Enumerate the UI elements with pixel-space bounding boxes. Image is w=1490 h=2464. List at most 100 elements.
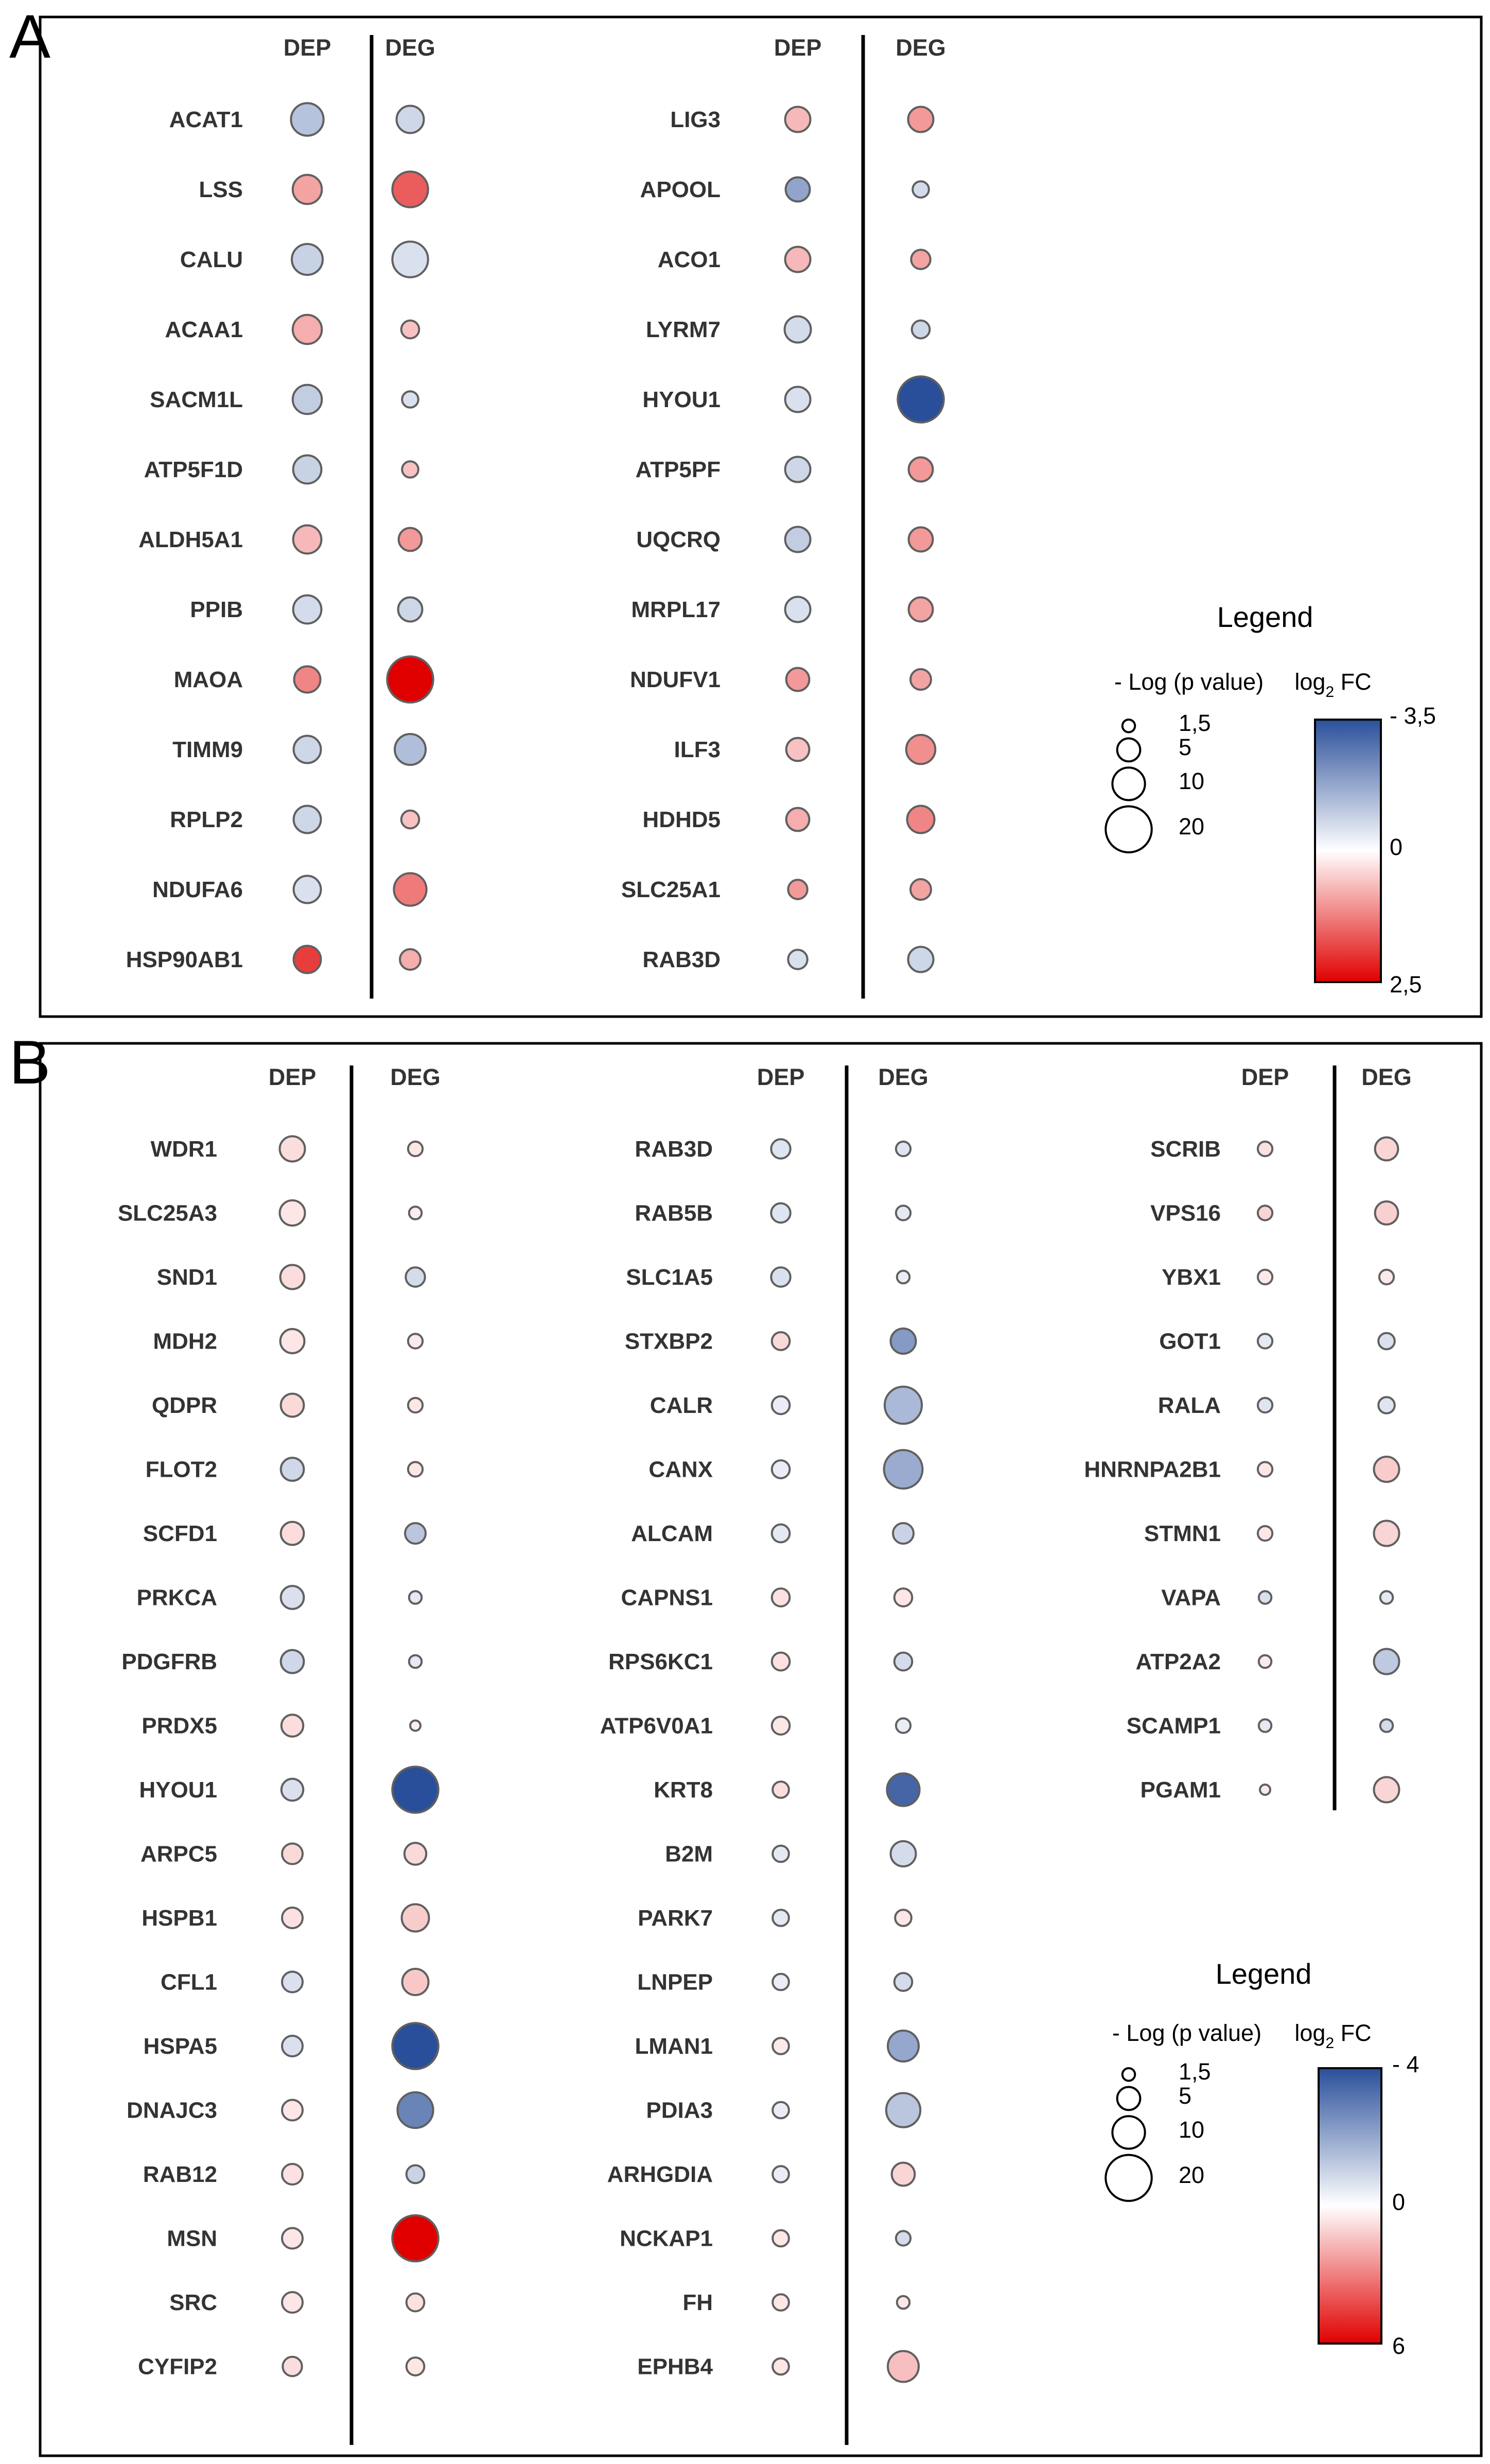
gene-label: PDGFRB <box>121 1649 217 1674</box>
deg-bubble <box>405 1266 426 1288</box>
dep-bubble <box>785 807 811 832</box>
gene-label: TIMM9 <box>172 737 243 762</box>
gene-label: MSN <box>167 2226 217 2251</box>
dep-bubble <box>770 1459 791 1479</box>
deg-bubble <box>1379 1718 1394 1733</box>
gene-group: DEP DEG ACAT1 LSS CALU ACAA1 SACM1L ATP5F1D ALDH… <box>126 34 435 999</box>
dep-bubble <box>770 1523 791 1544</box>
gene-label: LSS <box>199 177 243 202</box>
dep-bubble <box>293 665 322 694</box>
dep-bubble <box>787 879 809 900</box>
legend-color-bar <box>1318 2067 1382 2345</box>
column-header-dep: DEP <box>284 34 331 61</box>
deg-bubble <box>405 2356 426 2376</box>
deg-bubble <box>893 1651 914 1672</box>
gene-label: RPS6KC1 <box>608 1649 713 1674</box>
deg-bubble <box>401 1968 430 1996</box>
gene-label: NDUFV1 <box>630 667 721 692</box>
deg-bubble <box>907 526 934 553</box>
deg-bubble <box>1374 1136 1399 1162</box>
gene-label: PRKCA <box>137 1585 217 1611</box>
dep-bubble <box>783 315 812 344</box>
legend: Legend - Log (p value) 1,55 10 20 log2 FC - 3,… <box>1105 601 1436 998</box>
dep-bubble <box>772 2037 790 2055</box>
gene-label: STMN1 <box>1144 1521 1221 1546</box>
deg-bubble <box>907 946 935 973</box>
deg-bubble <box>893 1587 914 1607</box>
deg-bubble <box>895 2230 912 2247</box>
dep-bubble <box>1256 1204 1274 1221</box>
dep-bubble <box>281 2099 304 2122</box>
deg-bubble <box>897 375 945 424</box>
deg-bubble <box>910 319 931 340</box>
dep-bubble <box>279 1585 305 1610</box>
gene-label: EPHB4 <box>637 2354 713 2380</box>
dep-bubble <box>772 1909 790 1927</box>
gene-label: PPIB <box>190 597 243 622</box>
dep-bubble <box>1256 1461 1274 1478</box>
deg-bubble <box>895 1717 912 1734</box>
gene-label: ACO1 <box>658 247 721 272</box>
deg-bubble <box>907 106 935 133</box>
deg-bubble <box>895 1204 912 1221</box>
deg-bubble <box>401 460 419 479</box>
legend-size-title: - Log (p value) <box>1112 2020 1261 2046</box>
legend-size-label: 1,5 <box>1179 2058 1211 2085</box>
gene-label: NDUFA6 <box>152 877 243 902</box>
gene-label: LYRM7 <box>646 317 721 342</box>
panel-b-chart: DEP DEG WDR1 SLC25A3 SND1 MDH2 QDPR FLOT2 SCFD1 P… <box>118 1064 1419 2445</box>
dep-bubble <box>279 1457 305 1482</box>
gene-label: CANX <box>648 1457 713 1482</box>
dep-bubble <box>770 1716 791 1736</box>
gene-label: RAB12 <box>143 2162 217 2187</box>
deg-bubble <box>1379 1590 1394 1605</box>
dep-bubble <box>772 2101 790 2120</box>
gene-label: HDHD5 <box>642 807 721 832</box>
gene-label: PDIA3 <box>646 2098 713 2123</box>
dep-bubble <box>784 456 812 483</box>
deg-bubble <box>391 240 429 278</box>
gene-label: RALA <box>1158 1393 1221 1418</box>
dep-bubble <box>291 243 324 276</box>
dep-bubble <box>770 1651 791 1672</box>
legend-size-label: 10 <box>1179 2117 1204 2143</box>
deg-bubble <box>407 1461 424 1478</box>
dep-bubble <box>282 2355 303 2378</box>
gene-label: WDR1 <box>150 1137 217 1162</box>
gene-label: SCAMP1 <box>1127 1714 1221 1739</box>
legend: Legend - Log (p value) 1,55 10 20 log2 FC - 4 0… <box>1105 1958 1419 2359</box>
deg-bubble <box>400 809 420 830</box>
dep-bubble <box>291 313 323 345</box>
dep-bubble <box>772 1972 790 1991</box>
panel-letter-b: B <box>9 1028 50 1097</box>
legend-size-bubble <box>1121 719 1136 733</box>
deg-bubble <box>407 1396 424 1414</box>
deg-bubble <box>408 1205 423 1220</box>
legend-title: Legend <box>1216 1958 1312 1990</box>
dep-bubble <box>292 805 322 834</box>
legend-size-title: - Log (p value) <box>1114 669 1264 695</box>
deg-bubble <box>893 1972 914 1992</box>
gene-label: HYOU1 <box>139 1777 217 1803</box>
gene-label: HNRNPA2B1 <box>1084 1457 1221 1482</box>
legend-size-label: 10 <box>1179 768 1204 794</box>
dep-bubble <box>279 1392 305 1418</box>
dep-bubble <box>281 2163 304 2186</box>
deg-bubble <box>391 1766 440 1814</box>
deg-bubble <box>405 2292 426 2313</box>
gene-label: LNPEP <box>637 1970 713 1995</box>
legend-color-label: 2,5 <box>1390 971 1422 998</box>
dep-bubble <box>279 1521 305 1546</box>
legend-color-label: 6 <box>1392 2333 1405 2359</box>
deg-bubble <box>404 1522 427 1545</box>
dep-bubble <box>279 1328 306 1354</box>
deg-bubble <box>909 668 932 691</box>
gene-label: ILF3 <box>674 737 721 762</box>
deg-bubble <box>885 2092 922 2128</box>
column-header-deg: DEG <box>896 34 946 61</box>
deg-bubble <box>909 878 932 901</box>
gene-label: ARPC5 <box>141 1842 217 1867</box>
dep-bubble <box>280 1714 305 1738</box>
gene-label: STXBP2 <box>625 1329 713 1354</box>
